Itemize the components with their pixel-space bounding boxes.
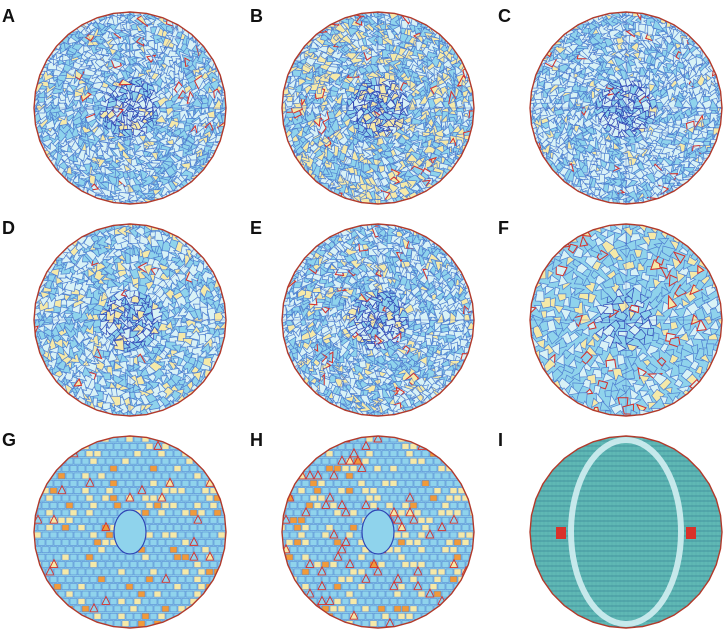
panel-label-g: G [2,430,17,450]
panel-label-f: F [498,218,509,238]
panel-label-c: C [498,6,511,26]
panel-d: D [2,218,227,418]
panel-label-d: D [2,218,15,238]
tiling-disk-c [529,11,723,205]
tiling-disk-a [33,11,227,205]
tiling-disk-i [529,435,723,629]
panel-label-e: E [250,218,263,238]
tiling-disk-e [281,223,475,417]
panel-b: B [250,6,475,206]
panel-e: E [250,218,475,418]
tiling-disk-f [529,223,723,417]
panel-label-h: H [250,430,263,450]
tiling-disk-g [33,435,227,629]
tiling-disk-h [281,435,475,629]
panel-f: F [498,218,723,418]
panel-g: G [2,430,227,630]
panel-a: A [2,6,227,206]
panel-c: C [498,6,723,206]
panel-i: I [498,430,723,630]
tiling-disk-b [281,11,475,205]
panel-label-i: I [498,430,504,450]
panel-label-a: A [2,6,15,26]
panel-label-b: B [250,6,263,26]
tiling-disk-d [33,223,227,417]
panel-h: H [250,430,475,630]
